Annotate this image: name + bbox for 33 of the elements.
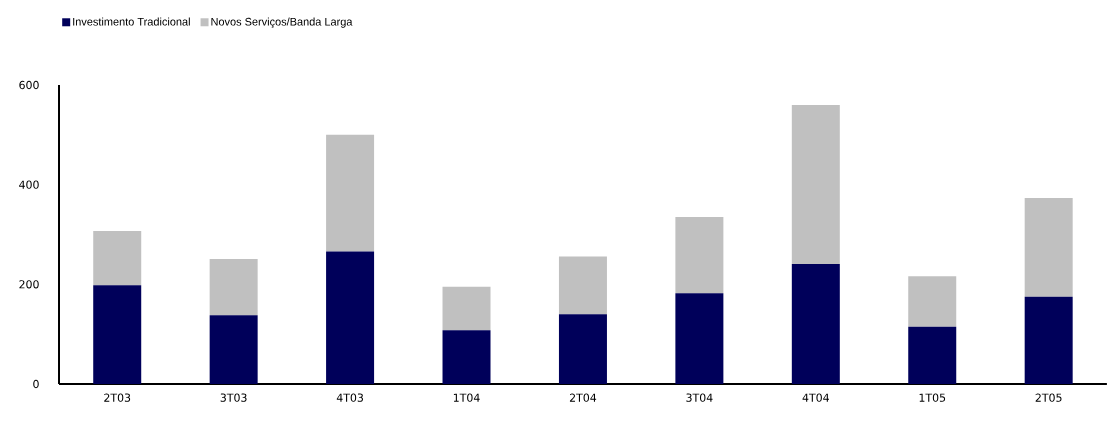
y-tick-label: 600: [19, 80, 39, 90]
bar: [675, 293, 724, 384]
bar: [209, 258, 258, 316]
bar: [93, 285, 142, 384]
x-tick-label: 2T04: [569, 393, 597, 402]
x-tick-label: 4T04: [802, 393, 829, 402]
bar: [442, 286, 491, 331]
bar: [675, 217, 724, 294]
bar: [791, 104, 840, 264]
x-tick-label: 2T05: [1035, 393, 1062, 402]
bar: [558, 256, 607, 315]
x-tick-label: 3T03: [220, 393, 247, 402]
bar: [908, 326, 957, 384]
y-tick-label: 200: [19, 280, 39, 289]
bar: [442, 330, 491, 384]
bar: [326, 251, 375, 384]
y-tick-label: 0: [33, 379, 39, 389]
bar: [93, 231, 142, 286]
legend-label: Novos Serviços/Banda Larga: [211, 17, 353, 28]
bar: [326, 134, 375, 252]
x-tick-label: 2T03: [104, 393, 131, 402]
x-tick-label: 3T04: [686, 393, 713, 402]
y-tick-label: 400: [19, 180, 39, 189]
bar: [908, 276, 957, 327]
bar: [209, 315, 258, 384]
bar: [1024, 198, 1073, 297]
legend-label: Investimento Tradicional: [73, 17, 190, 26]
x-tick-label: 4T03: [336, 393, 364, 402]
x-tick-label: 1T05: [919, 393, 946, 402]
bar: [791, 263, 840, 384]
bar: [558, 314, 607, 384]
x-tick-label: 1T04: [453, 393, 480, 402]
bar: [1024, 296, 1073, 384]
